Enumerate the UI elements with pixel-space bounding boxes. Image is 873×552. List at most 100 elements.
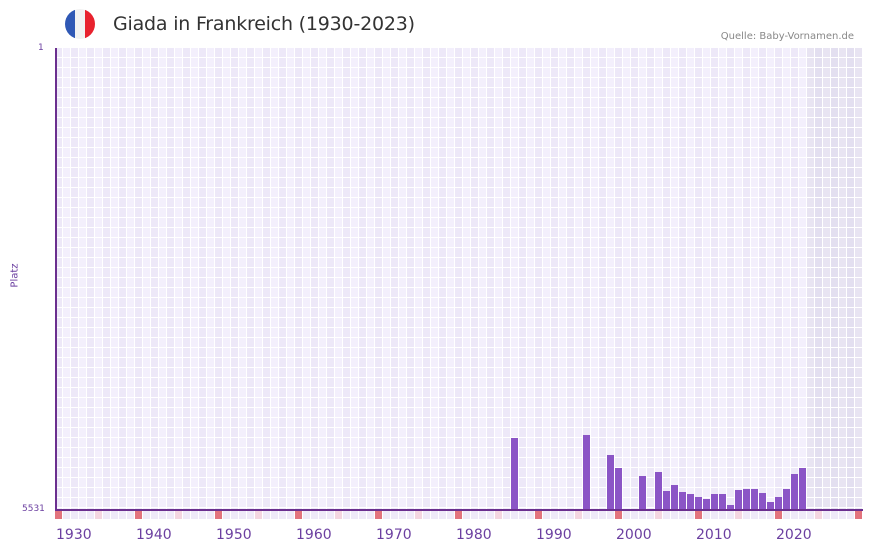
year-marker [311, 511, 318, 519]
x-tick-label: 1990 [536, 527, 572, 543]
bar-2005[interactable] [655, 472, 662, 510]
year-marker [615, 511, 622, 519]
year-marker [319, 511, 326, 519]
flag-blue-stripe [65, 9, 75, 39]
bar-2016[interactable] [743, 489, 750, 510]
grid-column [823, 48, 830, 510]
grid-column [455, 48, 462, 510]
grid-column [607, 48, 614, 510]
year-marker [199, 511, 206, 519]
bar-2022[interactable] [791, 473, 798, 510]
year-marker [495, 511, 502, 519]
grid-column [271, 48, 278, 510]
grid-column [103, 48, 110, 510]
year-marker [263, 511, 270, 519]
bar-2008[interactable] [679, 492, 686, 510]
grid-column [423, 48, 430, 510]
plot-area [55, 48, 863, 510]
y-axis-bottom-label: 5531 [22, 504, 45, 514]
source-link[interactable]: Quelle: Baby-Vornamen.de [720, 31, 854, 42]
grid-column [343, 48, 350, 510]
grid-column [223, 48, 230, 510]
year-marker [479, 511, 486, 519]
grid-column [327, 48, 334, 510]
year-marker [135, 511, 142, 519]
grid-column [575, 48, 582, 510]
bar-2000[interactable] [615, 468, 622, 510]
grid-column [615, 48, 622, 510]
year-marker [503, 511, 510, 519]
year-marker [575, 511, 582, 519]
year-marker [103, 511, 110, 519]
bar-2014[interactable] [727, 504, 734, 510]
bar-2018[interactable] [759, 493, 766, 510]
x-tick-label: 2000 [616, 527, 652, 543]
year-marker [743, 511, 750, 519]
grid-column [175, 48, 182, 510]
grid-column [743, 48, 750, 510]
grid-column [311, 48, 318, 510]
year-marker [271, 511, 278, 519]
grid-column [583, 48, 590, 510]
bar-2020[interactable] [775, 497, 782, 510]
year-marker [295, 511, 302, 519]
year-marker [335, 511, 342, 519]
x-tick-label: 2010 [696, 527, 732, 543]
year-marker [447, 511, 454, 519]
grid-column [815, 48, 822, 510]
year-marker [247, 511, 254, 519]
bar-2019[interactable] [767, 502, 774, 510]
bar-2006[interactable] [663, 491, 670, 510]
year-marker [431, 511, 438, 519]
year-marker [719, 511, 726, 519]
grid-column [143, 48, 150, 510]
bar-2010[interactable] [695, 497, 702, 510]
grid-column [623, 48, 630, 510]
bar-2017[interactable] [751, 489, 758, 510]
grid-column [287, 48, 294, 510]
grid-column [831, 48, 838, 510]
year-marker [855, 511, 862, 519]
year-marker [807, 511, 814, 519]
grid-column [407, 48, 414, 510]
year-marker [151, 511, 158, 519]
bar-2009[interactable] [687, 494, 694, 510]
grid-column [471, 48, 478, 510]
bar-1996[interactable] [583, 434, 590, 510]
grid-column [591, 48, 598, 510]
bar-1987[interactable] [511, 437, 518, 510]
france-flag-icon [65, 9, 95, 39]
grid-column [399, 48, 406, 510]
bar-1999[interactable] [607, 455, 614, 510]
grid-column [431, 48, 438, 510]
grid-column [767, 48, 774, 510]
year-marker [543, 511, 550, 519]
grid-column [631, 48, 638, 510]
grid-column [735, 48, 742, 510]
bar-2021[interactable] [783, 489, 790, 510]
bar-2011[interactable] [703, 499, 710, 510]
bar-2003[interactable] [639, 475, 646, 510]
grid-column [511, 48, 518, 510]
year-marker [559, 511, 566, 519]
year-marker [111, 511, 118, 519]
year-marker [775, 511, 782, 519]
year-marker [711, 511, 718, 519]
x-tick-label: 2020 [776, 527, 812, 543]
grid-column [639, 48, 646, 510]
year-marker [119, 511, 126, 519]
year-marker [351, 511, 358, 519]
year-marker [703, 511, 710, 519]
bar-2007[interactable] [671, 485, 678, 510]
bar-2012[interactable] [711, 494, 718, 510]
grid-column [687, 48, 694, 510]
grid-column [463, 48, 470, 510]
year-marker [191, 511, 198, 519]
bar-2015[interactable] [735, 490, 742, 510]
bar-2023[interactable] [799, 468, 806, 510]
grid-column [127, 48, 134, 510]
grid-column [303, 48, 310, 510]
year-marker [783, 511, 790, 519]
grid-column [855, 48, 862, 510]
bar-2013[interactable] [719, 494, 726, 510]
